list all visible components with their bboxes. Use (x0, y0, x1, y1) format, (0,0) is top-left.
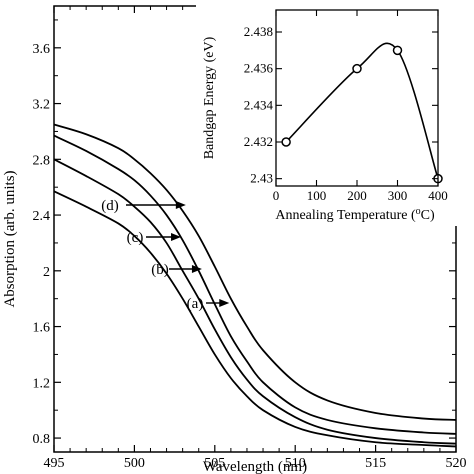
inset-x-tick-label: 0 (273, 188, 280, 203)
annotation-label-c: (c) (127, 230, 144, 246)
inset-y-axis-label: Bandgap Energy (eV) (202, 36, 217, 159)
inset-y-tick-label: 2.438 (244, 24, 273, 39)
main-y-axis-label: Absorption (arb. units) (2, 170, 18, 307)
y-tick-label: 2.4 (33, 209, 51, 224)
y-tick-label: 0.8 (33, 432, 51, 447)
inset-y-tick-label: 2.436 (244, 61, 274, 76)
inset-ticks: 0 100 200 300 400 2.43 2.432 2.434 2.436 2.438 (244, 10, 448, 203)
x-tick-label: 515 (365, 456, 386, 471)
inset-y-tick-label: 2.432 (244, 134, 273, 149)
x-tick-label: 500 (124, 456, 145, 471)
x-tick-label: 495 (44, 456, 65, 471)
series-line-a (53, 123, 457, 421)
y-tick-label: 3.2 (33, 98, 51, 113)
y-tick-label: 1.6 (33, 321, 51, 336)
inset-x-tick-label: 400 (428, 188, 448, 203)
inset-x-tick-label: 200 (347, 188, 367, 203)
x-tick-label: 520 (446, 456, 467, 471)
series-line-b (53, 134, 457, 435)
annotation-label-a: (a) (187, 296, 204, 312)
series-line-d (53, 190, 457, 448)
main-annotations: (a) (b) (c) (d) (101, 198, 230, 312)
y-tick-label: 2.8 (33, 153, 51, 168)
annotation-arrowhead (171, 233, 182, 241)
annotation-arrowhead (175, 201, 186, 209)
inset-point (352, 63, 362, 74)
y-tick-label: 1.2 (33, 376, 51, 391)
inset-chart: 0 100 200 300 400 2.43 2.432 2.434 2.436 2.438 An… (196, 2, 458, 226)
inset-y-tick-label: 2.43 (250, 171, 273, 186)
inset-x-tick-label: 100 (307, 188, 327, 203)
inset-series-line (285, 42, 439, 179)
annotation-label-b: (b) (151, 262, 169, 278)
inset-y-tick-label: 2.434 (244, 97, 274, 112)
inset-point (281, 137, 291, 147)
main-chart: 495 500 505 510 515 520 0.8 1.2 1.6 2 2.4 2.8 3.2 3.6… (2, 5, 467, 474)
x-tick-label: 510 (285, 456, 306, 471)
series-line-c (53, 158, 457, 445)
y-tick-label: 2 (43, 265, 50, 280)
annotation-label-d: (d) (101, 198, 119, 214)
inset-x-axis-label: Annealing Temperature (oC) (275, 206, 435, 223)
annotation-arrowhead (191, 265, 202, 273)
main-curves (53, 123, 457, 448)
y-tick-label: 3.6 (33, 42, 51, 57)
main-x-axis-label: Wavelength (nm) (203, 459, 307, 474)
x-tick-label: 505 (204, 456, 225, 471)
annotation-arrowhead (219, 299, 230, 307)
inset-background (196, 2, 458, 226)
inset-x-tick-label: 300 (388, 188, 408, 203)
main-ticks: 495 500 505 510 515 520 0.8 1.2 1.6 2 2.4 2.8 3.2 3.6 (33, 6, 467, 471)
inset-point (392, 45, 403, 56)
